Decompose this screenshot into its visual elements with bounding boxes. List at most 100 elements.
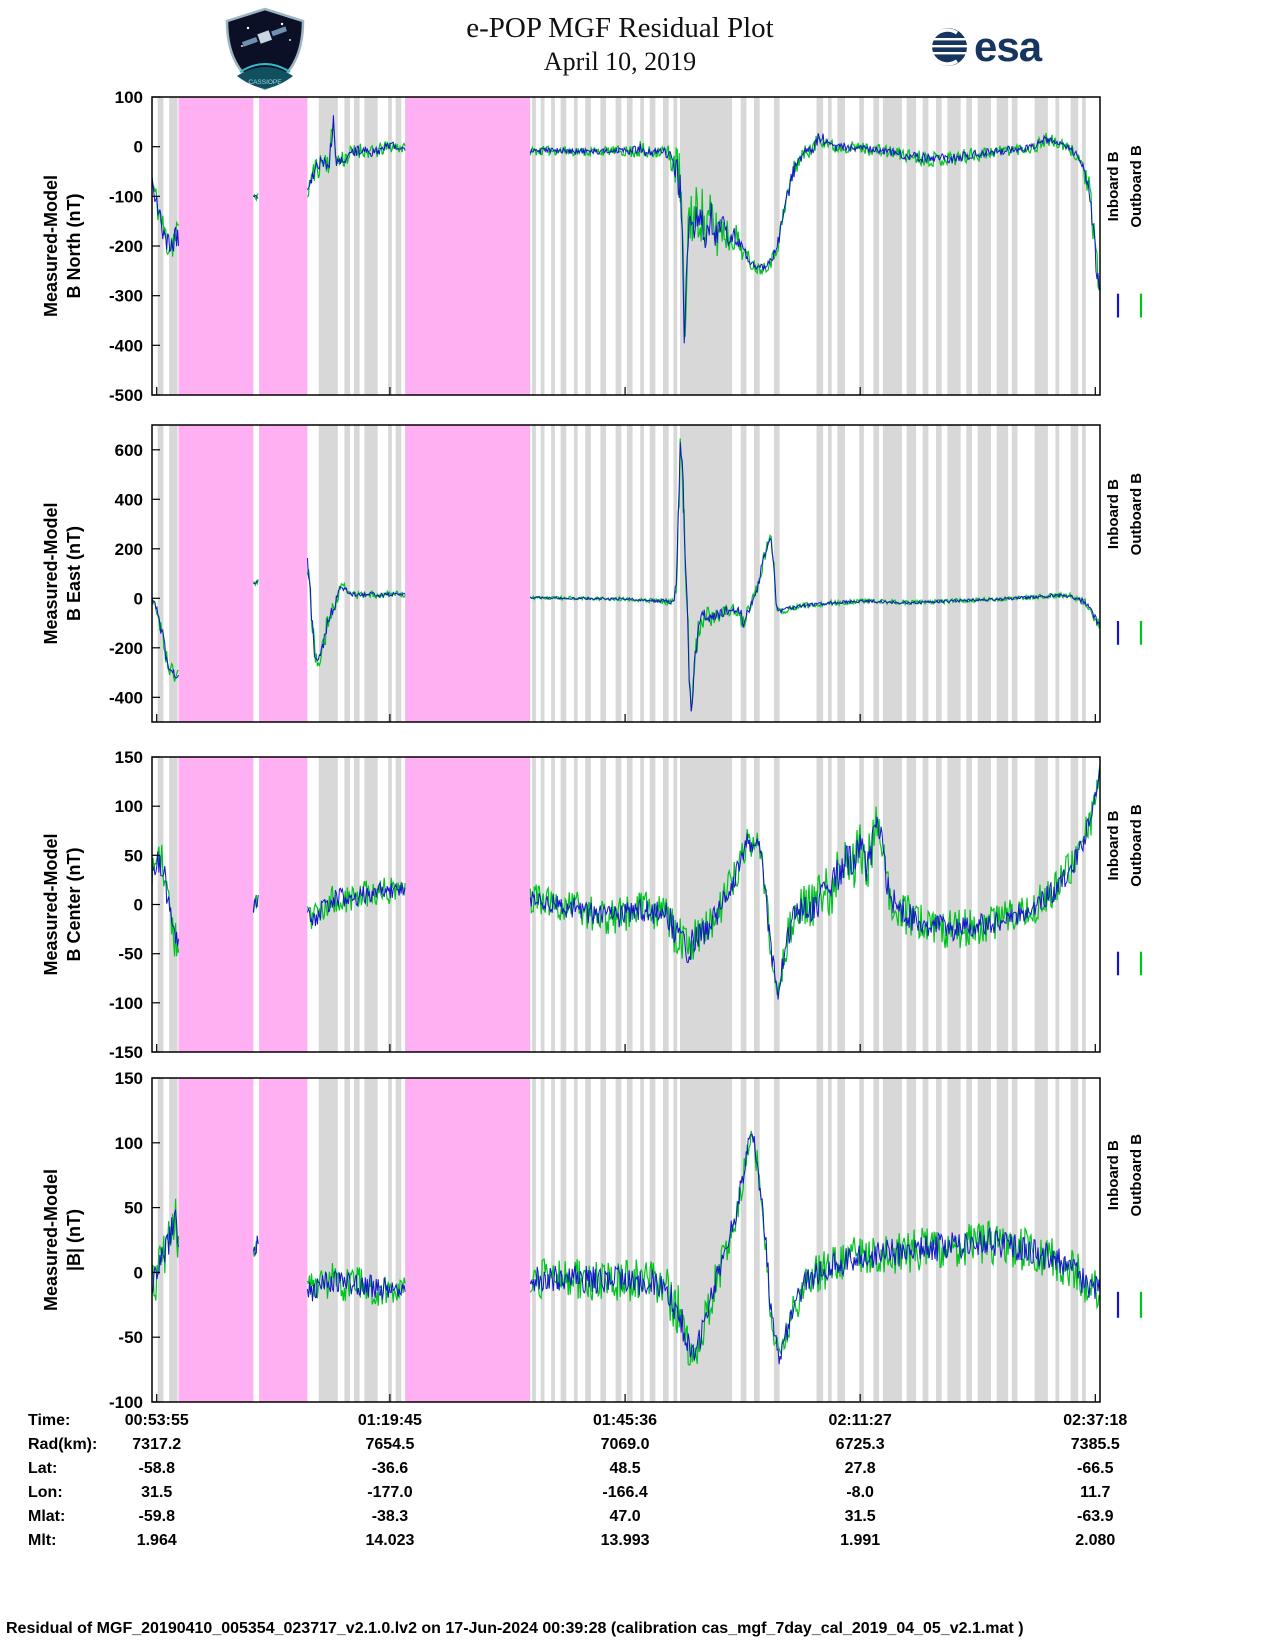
gray-shade-band xyxy=(922,425,929,722)
gray-shade-band xyxy=(873,757,880,1052)
gray-shade-band xyxy=(573,425,578,722)
gray-shade-band xyxy=(977,97,991,395)
trace-inboard xyxy=(307,1270,406,1302)
gray-shade-band xyxy=(754,97,760,395)
y-axis-label-line1: Measured-Model xyxy=(41,1169,61,1311)
gray-shade-band xyxy=(740,425,747,722)
gray-shade-band xyxy=(615,1078,622,1402)
gray-shade-band xyxy=(837,97,845,395)
gray-shade-band xyxy=(1082,757,1086,1052)
pink-shade-band xyxy=(259,1078,308,1402)
figure-date: April 10, 2019 xyxy=(543,47,697,76)
gray-shade-band xyxy=(626,97,633,395)
gray-shade-band xyxy=(873,425,880,722)
legend-label: Inboard B xyxy=(1105,810,1122,880)
pink-shade-band xyxy=(259,97,308,395)
gray-shade-band xyxy=(1082,1078,1086,1402)
gray-shade-band xyxy=(169,425,178,722)
gray-shade-band xyxy=(353,425,360,722)
gray-shade-band xyxy=(585,425,591,722)
gray-shade-band xyxy=(344,97,351,395)
gray-shade-band xyxy=(827,1078,832,1402)
gray-shade-band xyxy=(882,97,902,395)
trace-inboard xyxy=(253,580,259,585)
gray-shade-band xyxy=(773,1078,780,1402)
gray-shade-band xyxy=(344,425,351,722)
axis-table-value: 47.0 xyxy=(609,1508,641,1525)
gray-shade-band xyxy=(773,425,780,722)
gray-shade-band xyxy=(936,425,942,722)
gray-shade-band xyxy=(649,1078,656,1402)
axis-table-value: 31.5 xyxy=(141,1484,173,1501)
gray-shade-band xyxy=(680,757,733,1052)
gray-shade-band xyxy=(560,425,567,722)
axis-table-value: 01:45:36 xyxy=(593,1412,658,1429)
gray-shade-band xyxy=(663,97,669,395)
gray-shade-band xyxy=(754,757,760,1052)
gray-shade-band xyxy=(966,1078,972,1402)
trace-inboard xyxy=(252,895,259,913)
gray-shade-band xyxy=(640,425,644,722)
gray-shade-band xyxy=(573,1078,578,1402)
gray-shade-band xyxy=(388,1078,392,1402)
gray-shade-band xyxy=(353,1078,360,1402)
gray-shade-band xyxy=(388,425,392,722)
gray-shade-band xyxy=(1070,425,1079,722)
gray-shade-band xyxy=(600,425,607,722)
trace-outboard xyxy=(152,844,180,957)
legend-label: Outboard B xyxy=(1128,1134,1145,1217)
axis-table-value: -38.3 xyxy=(371,1508,409,1525)
y-tick-label: 50 xyxy=(124,846,143,865)
footer-caption: Residual of MGF_20190410_005354_023717_v… xyxy=(6,1620,1024,1637)
gray-shade-band xyxy=(996,425,1009,722)
gray-shade-band xyxy=(157,1078,164,1402)
panel-b-mag: 150 100 50 0 -50 -100 Measured-Model |B| (nT) In… xyxy=(41,1069,1145,1410)
gray-shade-band xyxy=(364,1078,378,1402)
pink-shade-band xyxy=(405,97,531,395)
gray-shade-band xyxy=(364,97,378,395)
axis-table-value: 2.080 xyxy=(1075,1532,1116,1549)
y-tick-label: -500 xyxy=(109,386,143,405)
gray-shade-band xyxy=(395,97,402,395)
gray-shade-band xyxy=(816,757,824,1052)
gray-shade-band xyxy=(673,97,678,395)
trace-inboard xyxy=(529,766,1100,1000)
axis-table-row-lat: Lat: -58.8 -36.6 48.5 27.8 -66.5 xyxy=(0,1460,1275,1482)
pink-shade-band xyxy=(259,757,308,1052)
gray-shade-band xyxy=(649,425,656,722)
gray-shade-band xyxy=(532,425,536,722)
gray-shade-band xyxy=(1055,425,1060,722)
gray-shade-band xyxy=(906,97,917,395)
gray-shade-band xyxy=(1082,97,1086,395)
gray-shade-band xyxy=(560,757,567,1052)
gray-shade-band xyxy=(344,1078,351,1402)
y-tick-label: -100 xyxy=(109,187,143,206)
y-axis-label-line1: Measured-Model xyxy=(41,833,61,975)
trace-inboard xyxy=(529,442,1100,712)
axis-table-value: 31.5 xyxy=(844,1508,876,1525)
gray-shade-band xyxy=(966,425,972,722)
gray-shade-band xyxy=(388,97,392,395)
y-axis-label-line2: |B| (nT) xyxy=(64,1209,84,1271)
gray-shade-band xyxy=(157,757,164,1052)
axis-table-value: 7654.5 xyxy=(365,1436,415,1453)
axis-table-value: 01:19:45 xyxy=(357,1412,422,1429)
gray-shade-band xyxy=(364,757,378,1052)
y-tick-label: -400 xyxy=(109,688,143,707)
gray-shade-band xyxy=(936,97,942,395)
gray-shade-band xyxy=(996,97,1009,395)
y-tick-label: 100 xyxy=(115,1134,143,1153)
axis-table-value: 7385.5 xyxy=(1070,1436,1120,1453)
gray-shade-band xyxy=(947,97,961,395)
gray-shade-band xyxy=(626,1078,633,1402)
trace-outboard xyxy=(252,193,259,202)
gray-shade-band xyxy=(947,757,961,1052)
axis-table-value: 00:53:55 xyxy=(124,1412,189,1429)
legend-label: Outboard B xyxy=(1128,145,1145,228)
gray-shade-band xyxy=(318,1078,338,1402)
gray-shade-band xyxy=(600,1078,607,1402)
gray-shade-band xyxy=(626,757,633,1052)
gray-shade-band xyxy=(740,97,747,395)
axis-table-value: 48.5 xyxy=(609,1460,641,1477)
